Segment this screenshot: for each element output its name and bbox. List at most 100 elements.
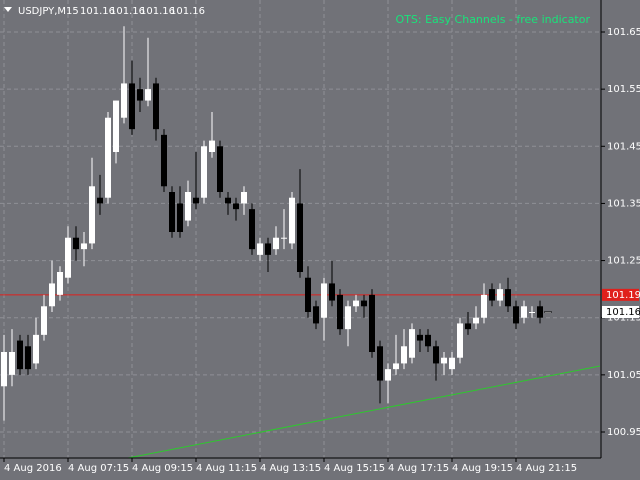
candle-body [505,289,511,307]
candle-body [385,369,391,381]
trendline [127,365,601,459]
x-tick-label: 4 Aug 15:15 [324,463,385,474]
candle-body [121,83,127,118]
candle-body [361,300,367,307]
candle-body [17,340,23,370]
candle-body [41,306,47,335]
candle-body [393,363,399,370]
y-tick-label: 101.45 [607,141,640,152]
menu-triangle[interactable] [4,7,12,12]
hline-label: 101.19 [606,290,640,301]
candle-body [377,346,383,381]
candle-body [465,323,471,330]
y-tick-label: 101.25 [607,256,640,267]
candle-body [81,243,87,250]
candle-body [529,312,535,313]
candle-body [489,289,495,301]
x-tick-label: 4 Aug 11:15 [196,463,257,474]
current-price-label-box [602,306,639,318]
candle-body [521,306,527,318]
x-tick-label: 4 Aug 09:15 [132,463,193,474]
candle-body [1,352,7,387]
y-tick-label: 101.15 [607,313,640,324]
candle-body [441,357,447,364]
candle-body [129,83,135,130]
candle-body [105,117,111,198]
x-tick-label: 4 Aug 2016 [4,463,62,474]
candle-body [265,243,271,255]
candle-body [217,146,223,192]
candle-body [73,237,79,250]
candle-body [233,203,239,210]
candle-body [225,197,231,204]
candle-body [57,272,63,295]
candle-body [409,329,415,358]
candle-body [473,317,479,324]
candle-body [337,294,343,330]
candle-body [497,289,503,301]
candle-body [25,346,31,370]
x-tick-label: 4 Aug 07:15 [68,463,129,474]
candle-body [209,140,215,152]
candle-body [433,346,439,364]
candle-body [369,294,375,352]
plot-area [0,26,601,459]
candle-body [65,237,71,278]
x-tick-label: 4 Aug 21:15 [516,463,577,474]
candle-body [353,300,359,307]
candle-body [33,334,39,364]
candle-body [425,334,431,347]
candle-body [185,192,191,221]
candle-body [297,203,303,272]
candle-body [161,134,167,187]
candle-body [97,197,103,204]
candle-body [193,197,199,204]
candle-body [145,89,151,101]
candle-body [89,186,95,244]
candle-body [417,334,423,341]
candle-body [257,243,263,255]
header-price: 101.16 [80,6,115,17]
symbol-title: USDJPY,M15 [18,6,79,17]
hline-label-box [602,288,639,301]
candle-body [305,277,311,312]
candle-body [289,197,295,244]
y-tick-label: 101.55 [607,84,640,95]
candle-body [273,237,279,250]
current-price-label: 101.16 [606,307,640,318]
candle-body [169,192,175,232]
y-tick-label: 101.05 [607,370,640,381]
axes: 100.95 101.05 101.15 101.25 101.35 101.45 101.… [3,27,640,474]
indicator-label: OTS: Easy Channels - free indicator [396,13,591,26]
candle-body [201,146,207,198]
candle-body [329,283,335,301]
candle-body [153,83,159,130]
candle-body [241,192,247,204]
candle-body [401,346,407,364]
x-tick-label: 4 Aug 17:15 [388,463,449,474]
header-price: 101.16 [170,6,205,17]
candle-body [49,283,55,307]
candle-body [345,306,351,330]
candle-body [537,306,543,318]
y-tick-label: 101.35 [607,198,640,209]
x-tick-label: 4 Aug 19:15 [452,463,513,474]
candle-body [481,294,487,318]
candle-body [449,357,455,370]
y-tick-label: 100.95 [607,427,640,438]
candle-body [321,283,327,318]
candle-body [281,237,287,239]
candle-body [249,209,255,250]
candle-body [113,100,119,152]
header-price: 101.16 [110,6,145,17]
candle-body [513,306,519,324]
candle-body [313,306,319,324]
y-tick-label: 101.65 [607,27,640,38]
header-price: 101.16 [140,6,175,17]
candle-body [177,203,183,232]
x-tick-label: 4 Aug 13:15 [260,463,321,474]
candle-body [137,89,143,101]
